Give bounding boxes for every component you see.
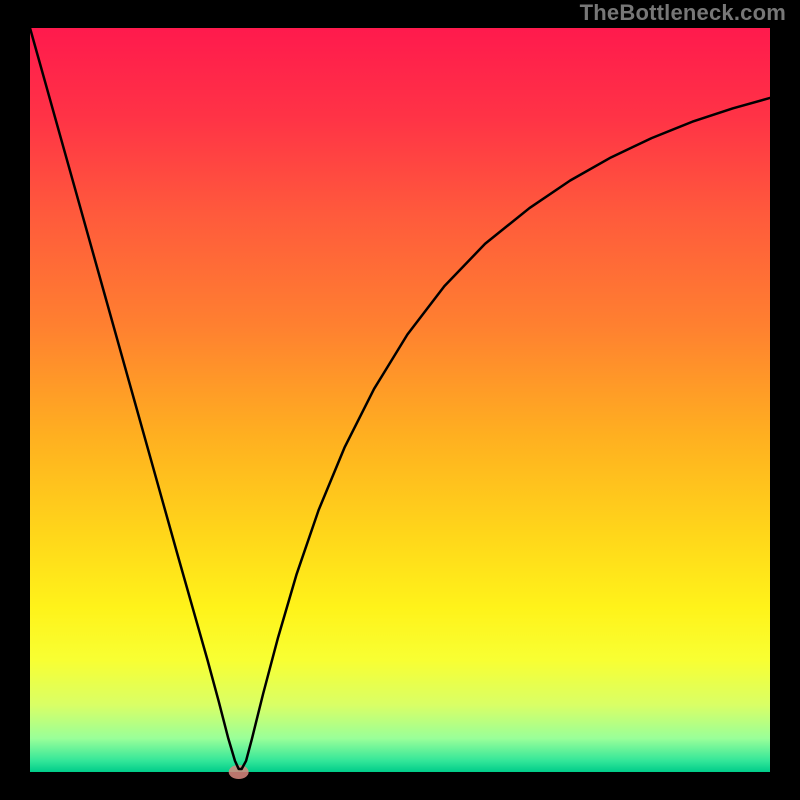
bottleneck-chart (0, 0, 800, 800)
watermark-label: TheBottleneck.com (580, 0, 786, 26)
plot-background-gradient (30, 28, 770, 772)
chart-container: TheBottleneck.com (0, 0, 800, 800)
